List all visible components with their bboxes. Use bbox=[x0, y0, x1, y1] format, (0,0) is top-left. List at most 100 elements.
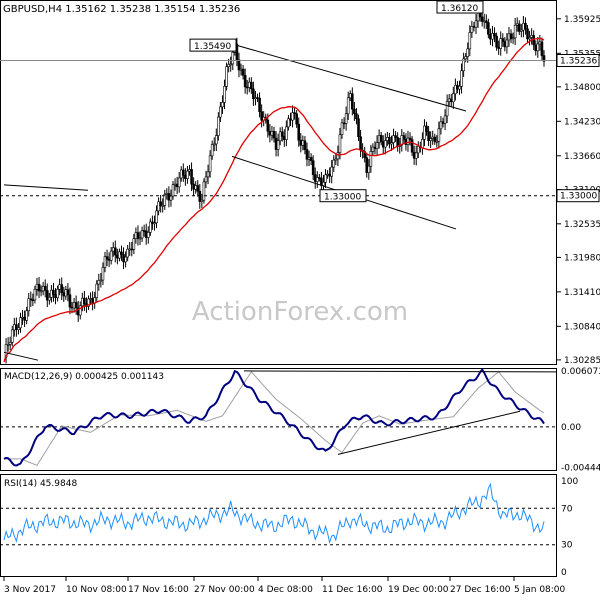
candle-body bbox=[107, 258, 111, 261]
candle-body bbox=[278, 131, 282, 141]
candle-body bbox=[214, 135, 218, 145]
candle-body bbox=[414, 152, 418, 159]
candle-body bbox=[287, 118, 290, 128]
price-annotation: 1.36120 bbox=[441, 4, 478, 14]
candle-body bbox=[78, 305, 82, 316]
candle-body bbox=[433, 136, 437, 142]
candle-body bbox=[524, 22, 527, 30]
candle-body bbox=[423, 125, 426, 140]
price-annotation-box bbox=[436, 0, 484, 14]
macd-signal-line bbox=[4, 370, 545, 466]
candle-body bbox=[161, 205, 165, 207]
candle-body bbox=[97, 280, 101, 285]
candle-body bbox=[239, 68, 243, 71]
candle-body bbox=[87, 298, 90, 307]
current-price-label-box bbox=[556, 53, 600, 67]
x-tick-label: 17 Nov 16:00 bbox=[128, 585, 189, 595]
candle-body bbox=[17, 327, 20, 330]
candle-body bbox=[192, 183, 195, 190]
candle-body bbox=[280, 131, 284, 137]
candle-body bbox=[66, 289, 70, 296]
candle-body bbox=[254, 97, 257, 100]
candle-body bbox=[6, 344, 10, 346]
candle-body bbox=[540, 41, 544, 56]
candle-body bbox=[344, 113, 348, 124]
candle-body bbox=[460, 70, 463, 87]
macd-panel-frame bbox=[0, 368, 557, 471]
candle-body bbox=[421, 138, 424, 149]
candle-body bbox=[120, 251, 123, 255]
candle-body bbox=[68, 294, 72, 308]
candle-body bbox=[118, 251, 121, 259]
candle-body bbox=[375, 142, 379, 149]
price-tick-label: 1.33660 bbox=[564, 152, 600, 162]
candle-body bbox=[25, 310, 28, 321]
candle-body bbox=[346, 97, 350, 115]
macd-rising-trendline bbox=[337, 410, 521, 455]
candle-body bbox=[472, 26, 476, 28]
candle-body bbox=[33, 289, 37, 301]
candle-body bbox=[299, 139, 303, 146]
candle-body bbox=[369, 151, 373, 167]
candle-body bbox=[517, 23, 521, 32]
candle-body bbox=[116, 254, 119, 259]
candle-body bbox=[243, 74, 247, 88]
x-tick-label: 3 Nov 2017 bbox=[4, 585, 56, 595]
candle-body bbox=[124, 256, 127, 263]
candle-body bbox=[52, 289, 55, 295]
candle-body bbox=[56, 289, 59, 299]
candle-body bbox=[146, 232, 150, 238]
candle-body bbox=[511, 37, 515, 40]
candle-body bbox=[429, 138, 432, 142]
candle-body bbox=[431, 136, 435, 139]
candle-body bbox=[493, 33, 496, 37]
candle-body bbox=[313, 174, 317, 182]
candle-body bbox=[456, 84, 459, 90]
candle-body bbox=[538, 41, 542, 45]
candle-body bbox=[322, 181, 325, 186]
rsi-line bbox=[3, 482, 545, 545]
candle-body bbox=[144, 230, 148, 238]
x-tick-label: 10 Nov 08:00 bbox=[66, 585, 127, 595]
candle-body bbox=[480, 16, 484, 22]
candle-body bbox=[58, 284, 61, 290]
rsi-tick-label: 30 bbox=[561, 541, 573, 551]
candle-body bbox=[247, 81, 251, 88]
candle-body bbox=[532, 35, 535, 46]
candle-body bbox=[340, 122, 344, 135]
candle-body bbox=[258, 97, 261, 112]
candle-body bbox=[81, 297, 84, 307]
candle-body bbox=[400, 135, 404, 146]
candle-body bbox=[530, 35, 533, 38]
candle-body bbox=[237, 59, 241, 71]
candle-body bbox=[452, 93, 455, 103]
candle-body bbox=[200, 199, 204, 202]
price-annotation-box bbox=[319, 189, 367, 203]
candle-body bbox=[15, 324, 18, 330]
candle-body bbox=[353, 108, 356, 114]
candle-body bbox=[464, 56, 467, 60]
candle-body bbox=[315, 177, 319, 182]
candle-body bbox=[311, 160, 315, 176]
x-tick-label: 4 Dec 08:00 bbox=[258, 585, 313, 595]
candle-body bbox=[72, 302, 76, 309]
candle-body bbox=[188, 169, 191, 172]
candle-body bbox=[359, 136, 362, 151]
candle-body bbox=[241, 68, 245, 76]
candle-body bbox=[437, 128, 441, 142]
candle-body bbox=[198, 190, 202, 202]
rsi-tick-label: 100 bbox=[561, 477, 578, 487]
macd-top-trendline bbox=[243, 370, 557, 373]
price-tick-label: 1.34230 bbox=[564, 117, 600, 127]
candle-body bbox=[408, 137, 412, 141]
candle-body bbox=[225, 66, 228, 87]
candle-body bbox=[111, 247, 115, 252]
candle-body bbox=[155, 210, 158, 224]
candle-body bbox=[283, 136, 286, 140]
price-tick-label: 1.35925 bbox=[564, 15, 600, 25]
price-tick-label: 1.31410 bbox=[564, 288, 600, 298]
price-tick-label: 1.30840 bbox=[564, 322, 600, 332]
candle-body bbox=[373, 146, 377, 149]
candle-body bbox=[217, 116, 220, 136]
candle-body bbox=[140, 230, 144, 239]
